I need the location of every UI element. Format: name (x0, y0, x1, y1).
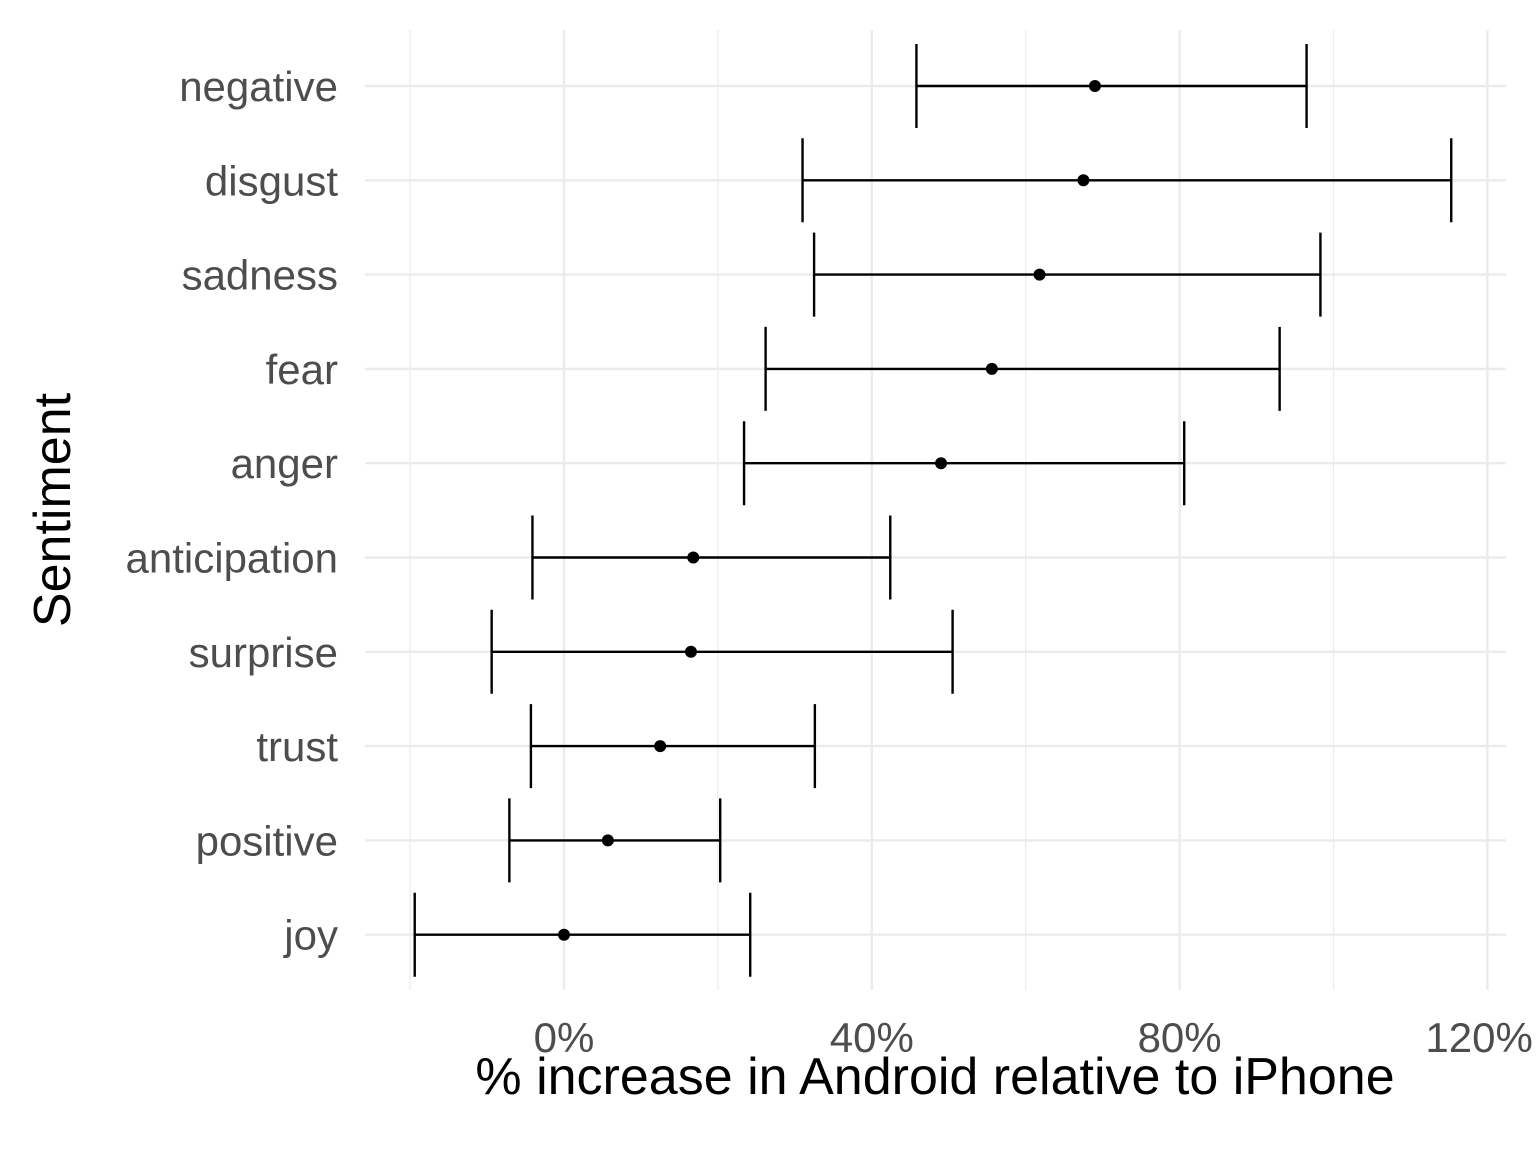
y-tick-label: positive (196, 817, 338, 864)
x-tick-label: 40% (830, 1014, 914, 1061)
y-tick-label: joy (282, 912, 338, 959)
errorbar-sadness (812, 232, 1322, 317)
y-tick-label: fear (266, 346, 338, 393)
errorbar-joy (413, 892, 752, 977)
errorbar-trust (529, 704, 817, 789)
x-tick-labels: 0% 40% 80% 120% (534, 1014, 1533, 1061)
errorbar-negative (915, 44, 1308, 128)
errorbar-fear (764, 326, 1281, 411)
y-axis-title: Sentiment (24, 392, 82, 627)
y-tick-label: anger (231, 440, 338, 487)
estimate-point (558, 928, 570, 941)
y-tick-label: sadness (182, 252, 338, 299)
x-tick-label: 0% (534, 1014, 595, 1061)
y-tick-labels: negative disgust sadness fear anger anticipat… (126, 63, 339, 959)
estimate-point (935, 457, 948, 470)
errorbar-disgust (801, 138, 1453, 223)
estimate-point (654, 740, 667, 753)
estimate-point (601, 834, 614, 847)
errorbar-anticipation (531, 515, 892, 600)
error-bars (413, 44, 1453, 977)
x-axis-title: % increase in Android relative to iPhone (475, 1048, 1394, 1106)
estimate-point (1033, 268, 1046, 281)
y-tick-label: surprise (189, 629, 338, 676)
estimate-point (1077, 174, 1090, 187)
x-tick-label: 80% (1138, 1014, 1222, 1061)
estimate-point (684, 645, 697, 658)
y-tick-label: trust (256, 723, 338, 770)
errorbar-positive (508, 798, 722, 883)
estimate-point (1088, 80, 1101, 92)
estimate-point (985, 362, 998, 375)
y-tick-label: negative (179, 63, 338, 110)
x-tick-label: 120% (1425, 1014, 1532, 1061)
y-tick-label: anticipation (126, 535, 338, 582)
grid (365, 30, 1506, 990)
estimate-point (687, 551, 700, 564)
y-tick-label: disgust (205, 157, 338, 204)
errorbar-surprise (490, 609, 954, 694)
errorbar-anger (742, 421, 1186, 506)
